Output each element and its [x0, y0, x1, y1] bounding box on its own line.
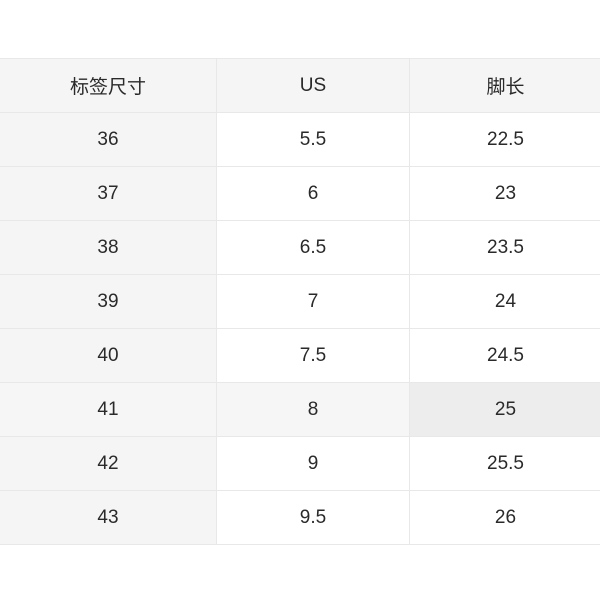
table-row: 37 6 23: [0, 166, 600, 221]
header-foot-length: 脚长: [409, 58, 600, 113]
table-row: 42 9 25.5: [0, 436, 600, 491]
us-size-cell: 5.5: [216, 112, 410, 167]
foot-length-cell: 25: [409, 382, 600, 437]
header-us: US: [216, 58, 410, 113]
table-row: 41 8 25: [0, 382, 600, 437]
label-size-cell: 41: [0, 382, 217, 437]
us-size-cell: 9: [216, 436, 410, 491]
label-size-cell: 36: [0, 112, 217, 167]
us-size-cell: 6: [216, 166, 410, 221]
table-row: 43 9.5 26: [0, 490, 600, 545]
label-size-cell: 39: [0, 274, 217, 329]
header-row: 标签尺寸 US 脚长: [0, 58, 600, 113]
foot-length-cell: 23: [409, 166, 600, 221]
foot-length-cell: 26: [409, 490, 600, 545]
foot-length-cell: 24: [409, 274, 600, 329]
label-size-cell: 43: [0, 490, 217, 545]
label-size-cell: 40: [0, 328, 217, 383]
us-size-cell: 6.5: [216, 220, 410, 275]
label-size-cell: 37: [0, 166, 217, 221]
us-size-cell: 8: [216, 382, 410, 437]
table-row: 40 7.5 24.5: [0, 328, 600, 383]
foot-length-cell: 22.5: [409, 112, 600, 167]
table-row: 36 5.5 22.5: [0, 112, 600, 167]
header-label-size: 标签尺寸: [0, 58, 217, 113]
size-chart-table: 标签尺寸 US 脚长 36 5.5 22.5 37 6 23 38 6.5 23.5 39 7 24 4…: [0, 58, 600, 545]
us-size-cell: 7.5: [216, 328, 410, 383]
table-row: 39 7 24: [0, 274, 600, 329]
label-size-cell: 42: [0, 436, 217, 491]
foot-length-cell: 24.5: [409, 328, 600, 383]
us-size-cell: 9.5: [216, 490, 410, 545]
label-size-cell: 38: [0, 220, 217, 275]
foot-length-cell: 23.5: [409, 220, 600, 275]
foot-length-cell: 25.5: [409, 436, 600, 491]
us-size-cell: 7: [216, 274, 410, 329]
table-row: 38 6.5 23.5: [0, 220, 600, 275]
